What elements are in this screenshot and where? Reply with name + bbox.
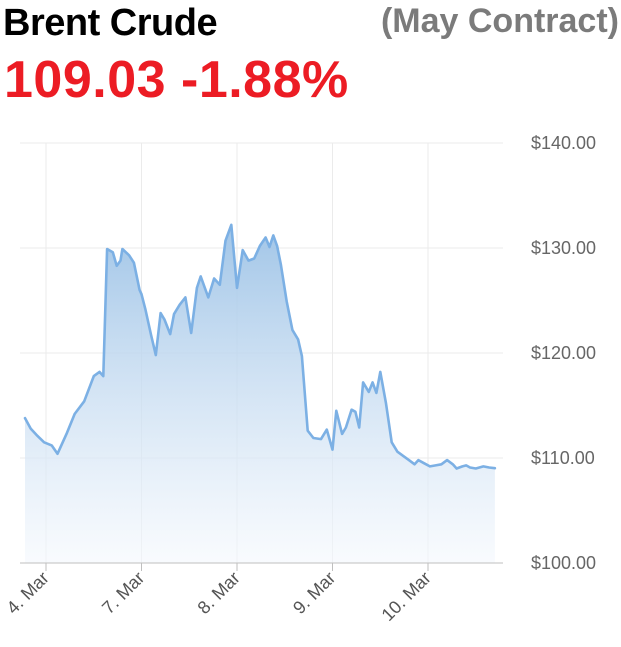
y-tick-label-4: $140.00 <box>531 133 596 153</box>
area-fill <box>25 224 495 563</box>
price-value: 109.03 <box>4 51 167 109</box>
x-tick-label-4: 10. Mar <box>378 568 435 625</box>
x-axis <box>20 562 503 571</box>
contract-label: (May Contract) <box>380 2 619 40</box>
series-line <box>23 223 497 470</box>
x-axis-labels: 4. Mar 7. Mar 8. Mar 9. Mar 10. Mar <box>3 568 435 625</box>
y-tick-label-3: $130.00 <box>531 238 596 258</box>
page-title: Brent Crude <box>3 2 218 44</box>
x-tick-label-1: 7. Mar <box>98 568 148 618</box>
y-tick-label-2: $120.00 <box>531 343 596 363</box>
price-quote: 109.03 -1.88% <box>4 50 349 110</box>
x-tick-label-0: 4. Mar <box>3 568 53 618</box>
y-tick-label-0: $100.00 <box>531 553 596 573</box>
price-change: -1.88% <box>181 51 349 109</box>
series-area <box>23 223 497 563</box>
x-tick-label-3: 9. Mar <box>289 568 339 618</box>
x-tick-label-2: 8. Mar <box>194 568 244 618</box>
y-tick-label-1: $110.00 <box>531 448 595 468</box>
y-axis-labels: $100.00 $110.00 $120.00 $130.00 $140.00 <box>531 133 596 573</box>
